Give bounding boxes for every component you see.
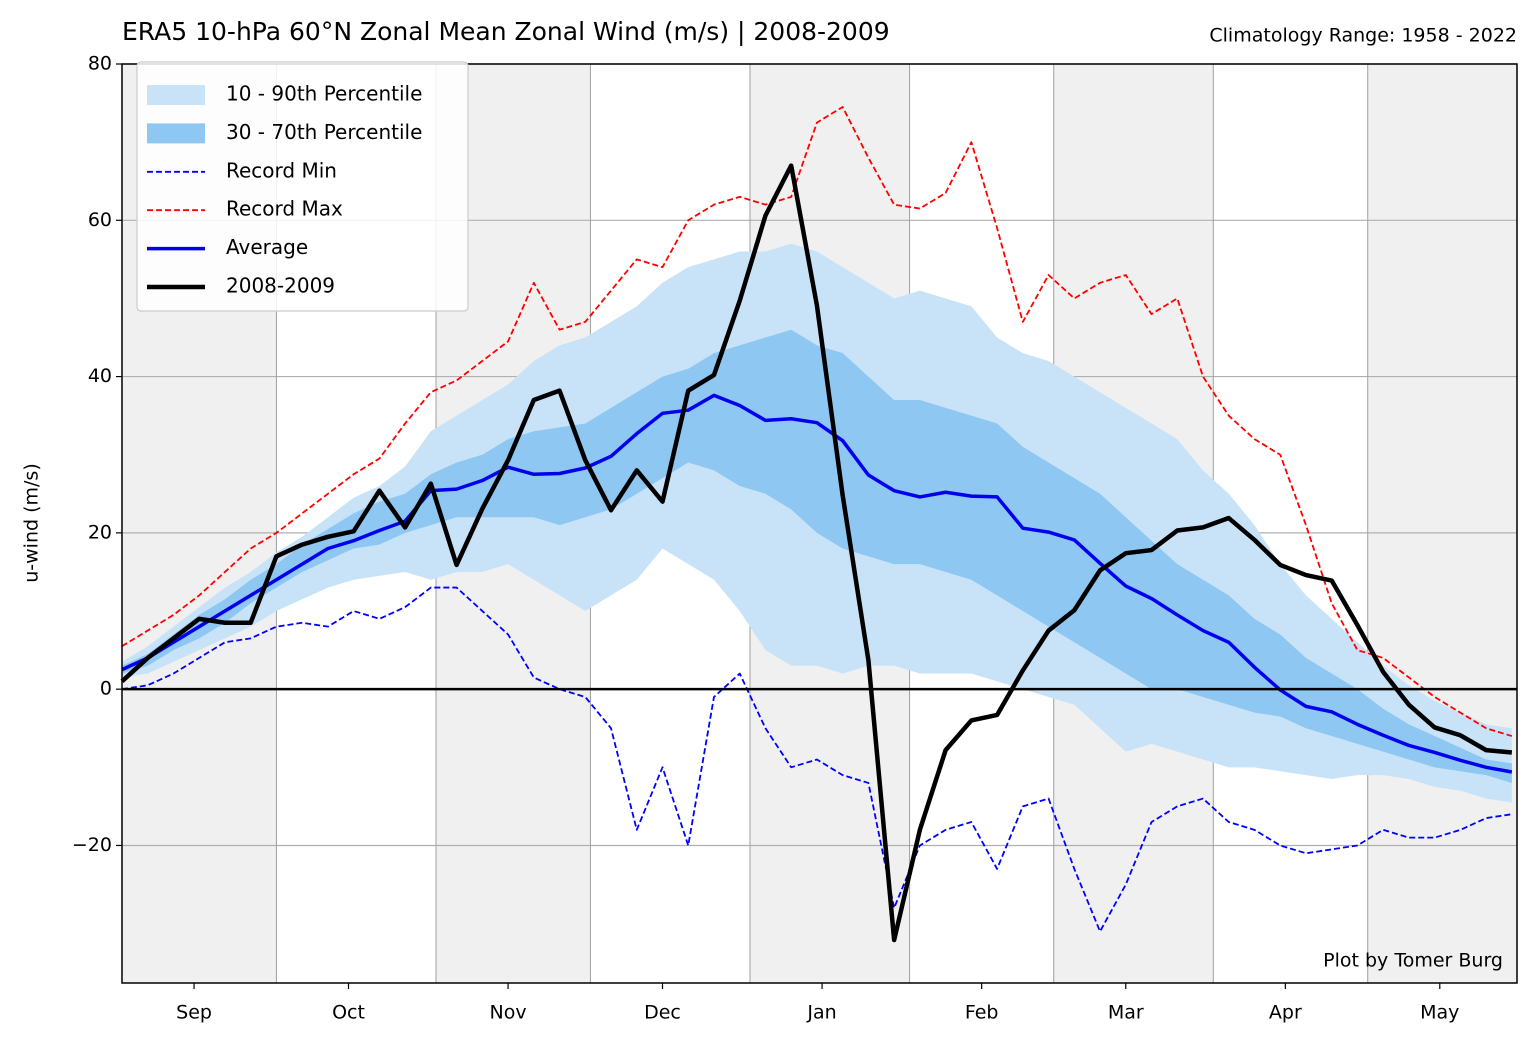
annotation: Plot by Tomer Burg: [1323, 950, 1503, 972]
y-axis-label: u-wind (m/s): [21, 463, 43, 583]
series-line: [121, 586, 1512, 933]
x-tick-label: Oct: [332, 1002, 365, 1024]
legend-swatch: [147, 123, 205, 144]
legend: 10 - 90th Percentile 30 - 70th Percentile…: [136, 61, 469, 312]
series-line: [120, 163, 1513, 943]
y-tick-label: 20: [88, 521, 112, 543]
chart-title: ERA5 10-hPa 60°N Zonal Mean Zonal Wind (…: [122, 17, 890, 46]
y-tick-label: 80: [88, 53, 112, 75]
legend-swatch: [147, 85, 205, 105]
legend-label: Record Max: [226, 197, 343, 221]
y-tick-label: 0: [100, 678, 112, 700]
x-tick-label: May: [1420, 1002, 1459, 1024]
y-tick-label: 40: [88, 365, 112, 387]
x-tick-label: Mar: [1108, 1002, 1144, 1024]
legend-label: 2008-2009: [226, 274, 335, 298]
legend-label: 10 - 90th Percentile: [226, 82, 422, 106]
x-tick-label: Jan: [806, 1002, 836, 1024]
x-tick-label: Sep: [176, 1002, 212, 1024]
series-line: [121, 106, 1513, 737]
chart-subtitle: Climatology Range: 1958 - 2022: [1209, 25, 1517, 47]
legend-label: 30 - 70th Percentile: [226, 120, 422, 144]
y-tick-label: 60: [88, 209, 112, 231]
x-tick-label: Feb: [965, 1002, 999, 1024]
legend-label: Record Min: [226, 158, 337, 182]
x-tick-label: Nov: [490, 1002, 527, 1024]
legend-box: [136, 61, 469, 312]
month-shade: [1367, 64, 1517, 983]
percentile-band: [122, 329, 1512, 783]
plot-frame: [121, 63, 1518, 984]
x-tick-label: Dec: [644, 1002, 681, 1024]
y-tick-label: −20: [72, 834, 112, 856]
x-tick-label: Apr: [1269, 1002, 1302, 1024]
legend-label: Average: [226, 235, 308, 259]
